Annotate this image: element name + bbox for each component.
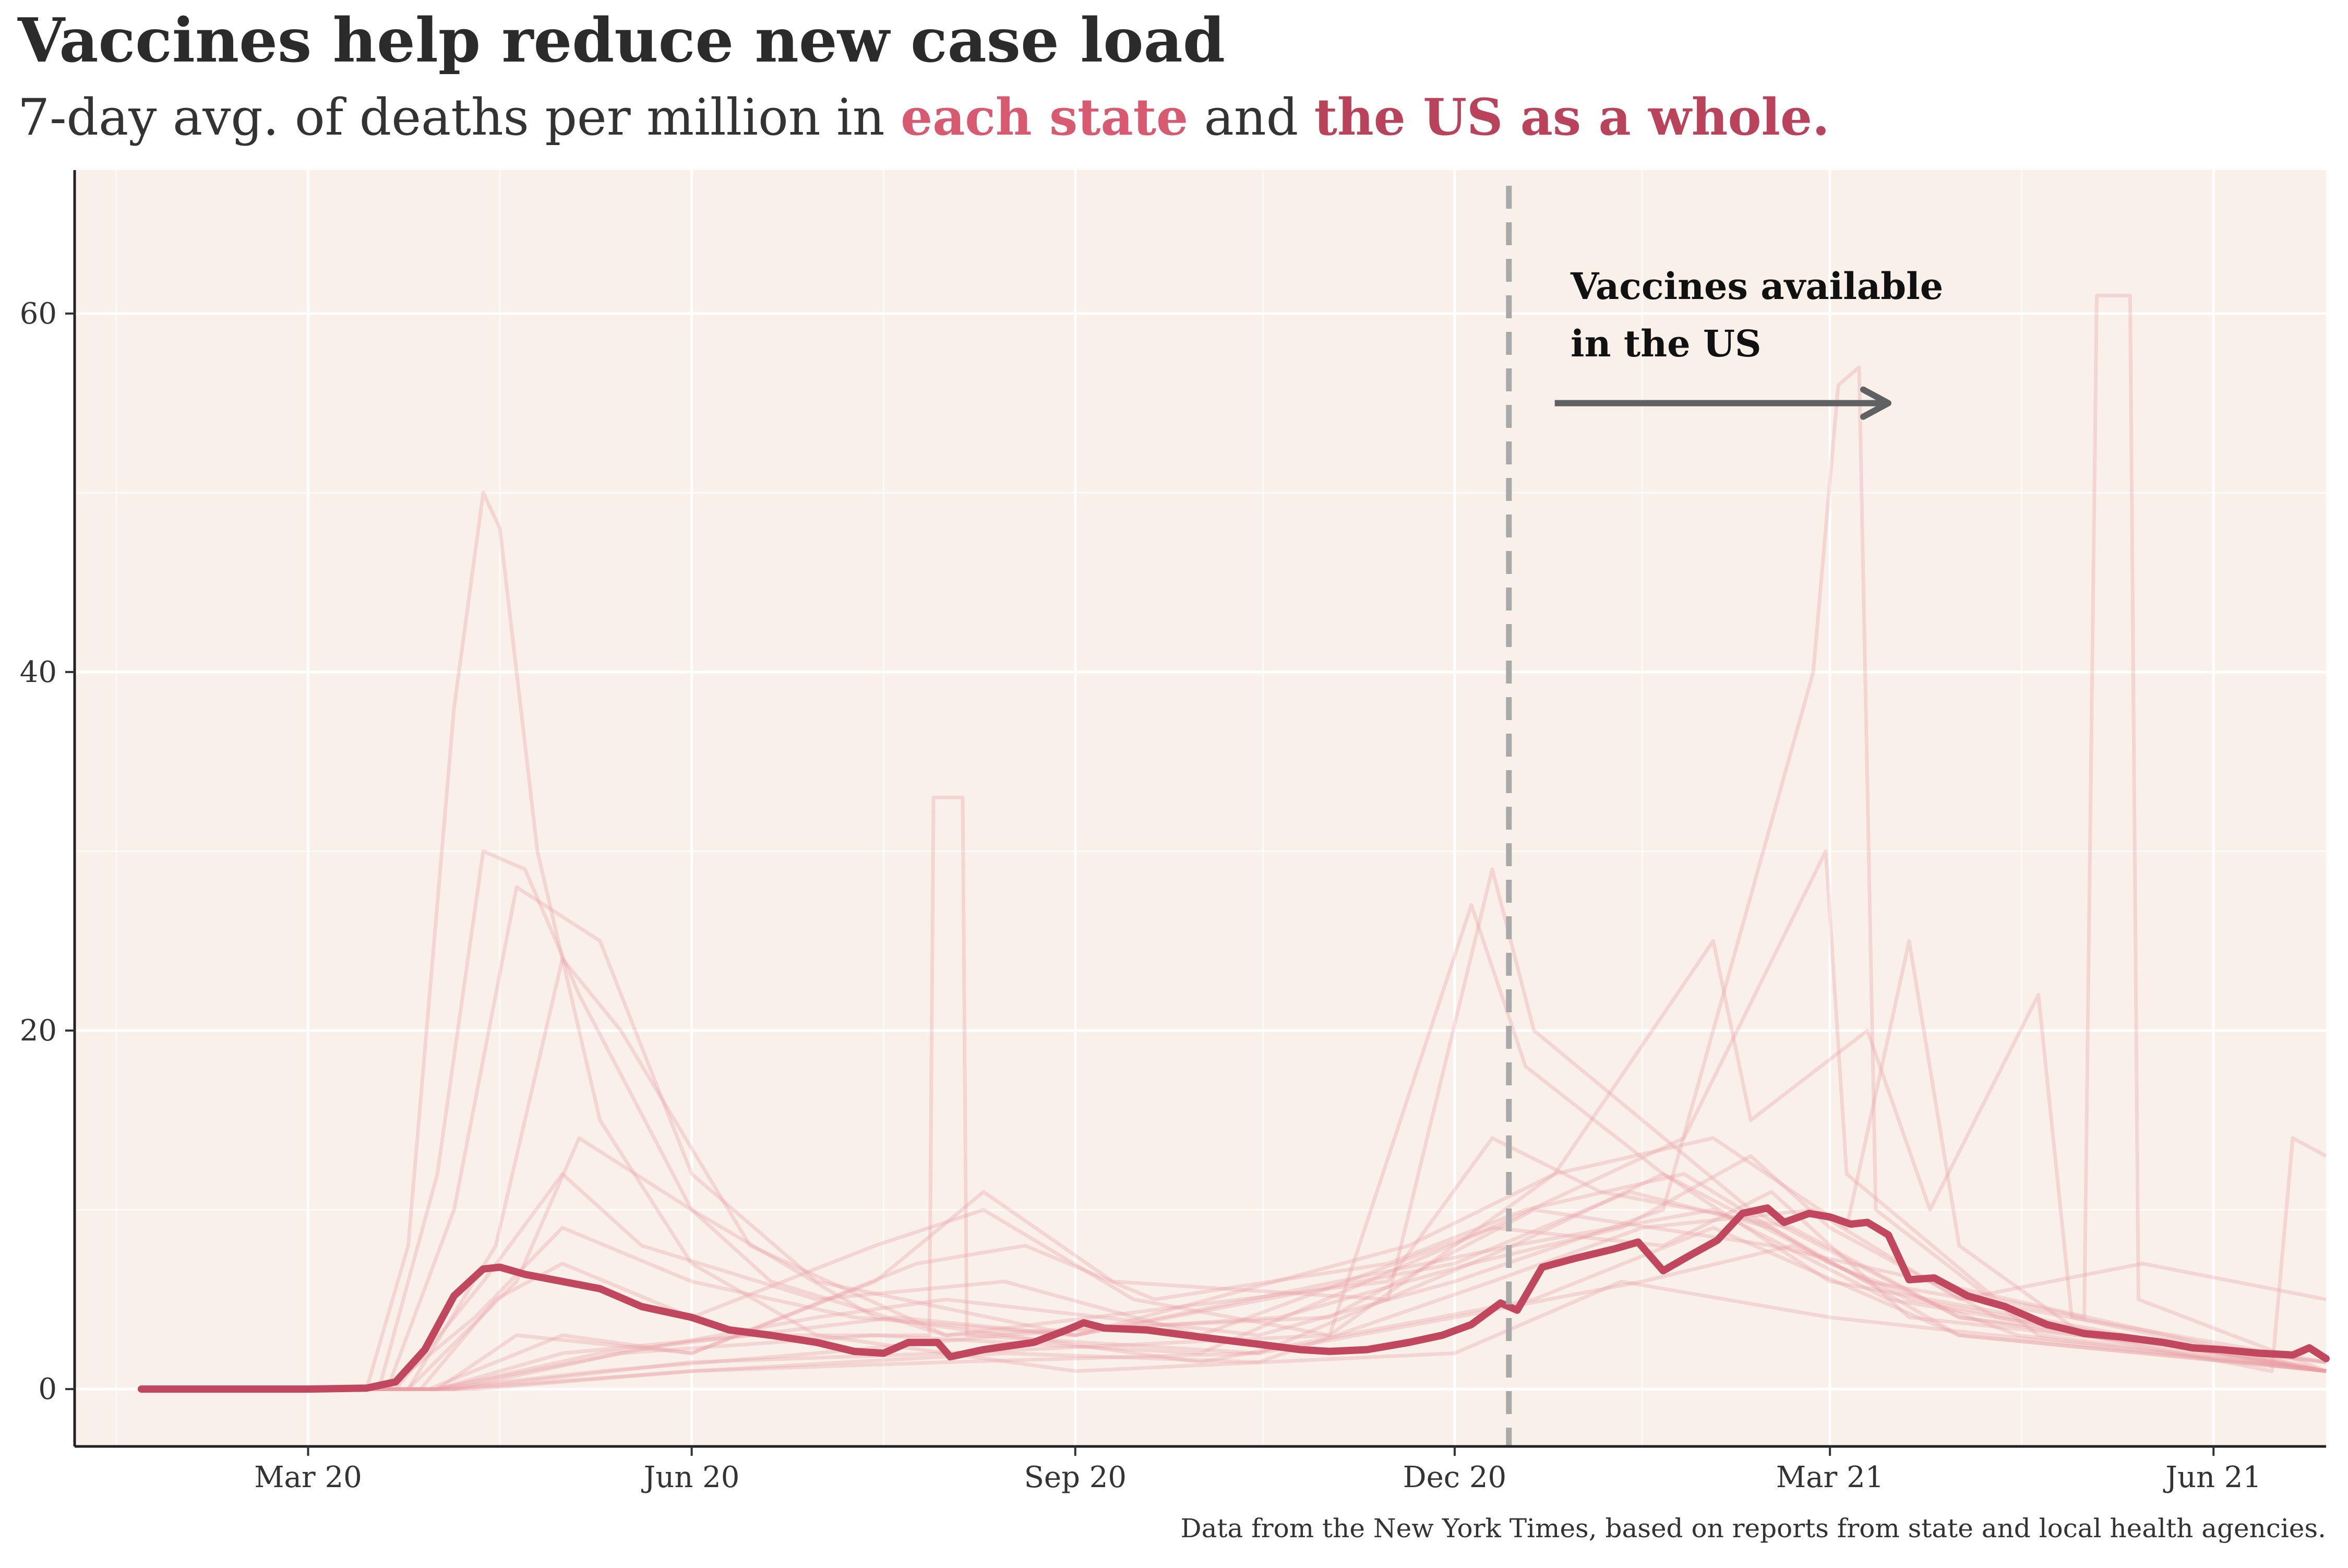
us-series-line [137, 1204, 2330, 1393]
annotation-line-1: Vaccines available [1570, 265, 1943, 308]
state-series-line [141, 1172, 2327, 1391]
chart-title: Vaccines help reduce new case load [17, 5, 1225, 76]
x-tick-label: Mar 21 [1776, 1461, 1884, 1494]
state-series-line [141, 1243, 2327, 1391]
axes-layer [73, 170, 2326, 1448]
y-tick-label: 60 [20, 297, 57, 331]
state-series-line [141, 490, 2327, 1391]
y-tick-labels: 0 20 40 60 [20, 297, 75, 1406]
plot-panel [75, 170, 2326, 1446]
state-series-line [141, 903, 2327, 1391]
subtitle-mid: and [1188, 88, 1314, 147]
x-tick-label: Sep 20 [1024, 1461, 1127, 1494]
annotation-arrow-head [1860, 386, 1891, 420]
state-series-line [141, 957, 2327, 1391]
state-series-line [141, 1172, 2327, 1391]
x-tick-label: Jun 20 [641, 1461, 740, 1494]
state-series-line [141, 1208, 2327, 1391]
state-series-line [141, 365, 2327, 1391]
state-series-line [141, 1190, 2327, 1391]
state-series-line [141, 1136, 2327, 1391]
subtitle-prefix: 7-day avg. of deaths per million in [18, 88, 901, 147]
x-tick-label: Mar 20 [254, 1461, 362, 1494]
state-series-line [141, 939, 2327, 1391]
x-tick-label: Dec 20 [1403, 1461, 1506, 1494]
chart-caption: Data from the New York Times, based on r… [1181, 1513, 2326, 1543]
grid-major [75, 170, 2326, 1446]
state-series-line [141, 885, 2327, 1391]
us-line-layer [137, 1204, 2330, 1393]
subtitle-us: the US as a whole. [1314, 88, 1830, 147]
annotation-layer: Vaccines available in the US [1554, 265, 1943, 420]
state-series-line [141, 1154, 2327, 1391]
chart-subtitle: 7-day avg. of deaths per million in each… [18, 88, 1830, 147]
x-tick-labels: Mar 20 Jun 20 Sep 20 Dec 20 Mar 21 Jun 21 [254, 1446, 2261, 1494]
state-series-line [141, 849, 2327, 1391]
subtitle-each-state: each state [901, 88, 1188, 147]
x-tick-label: Jun 21 [2163, 1461, 2261, 1494]
state-series-line [141, 939, 2327, 1391]
state-series-line [141, 795, 2327, 1391]
state-series-line [141, 294, 2327, 1391]
y-tick-label: 20 [20, 1014, 57, 1048]
grid-minor [75, 170, 2326, 1446]
y-tick-label: 0 [38, 1372, 57, 1406]
annotation-line-2: in the US [1571, 322, 1762, 365]
y-tick-label: 40 [20, 655, 57, 689]
